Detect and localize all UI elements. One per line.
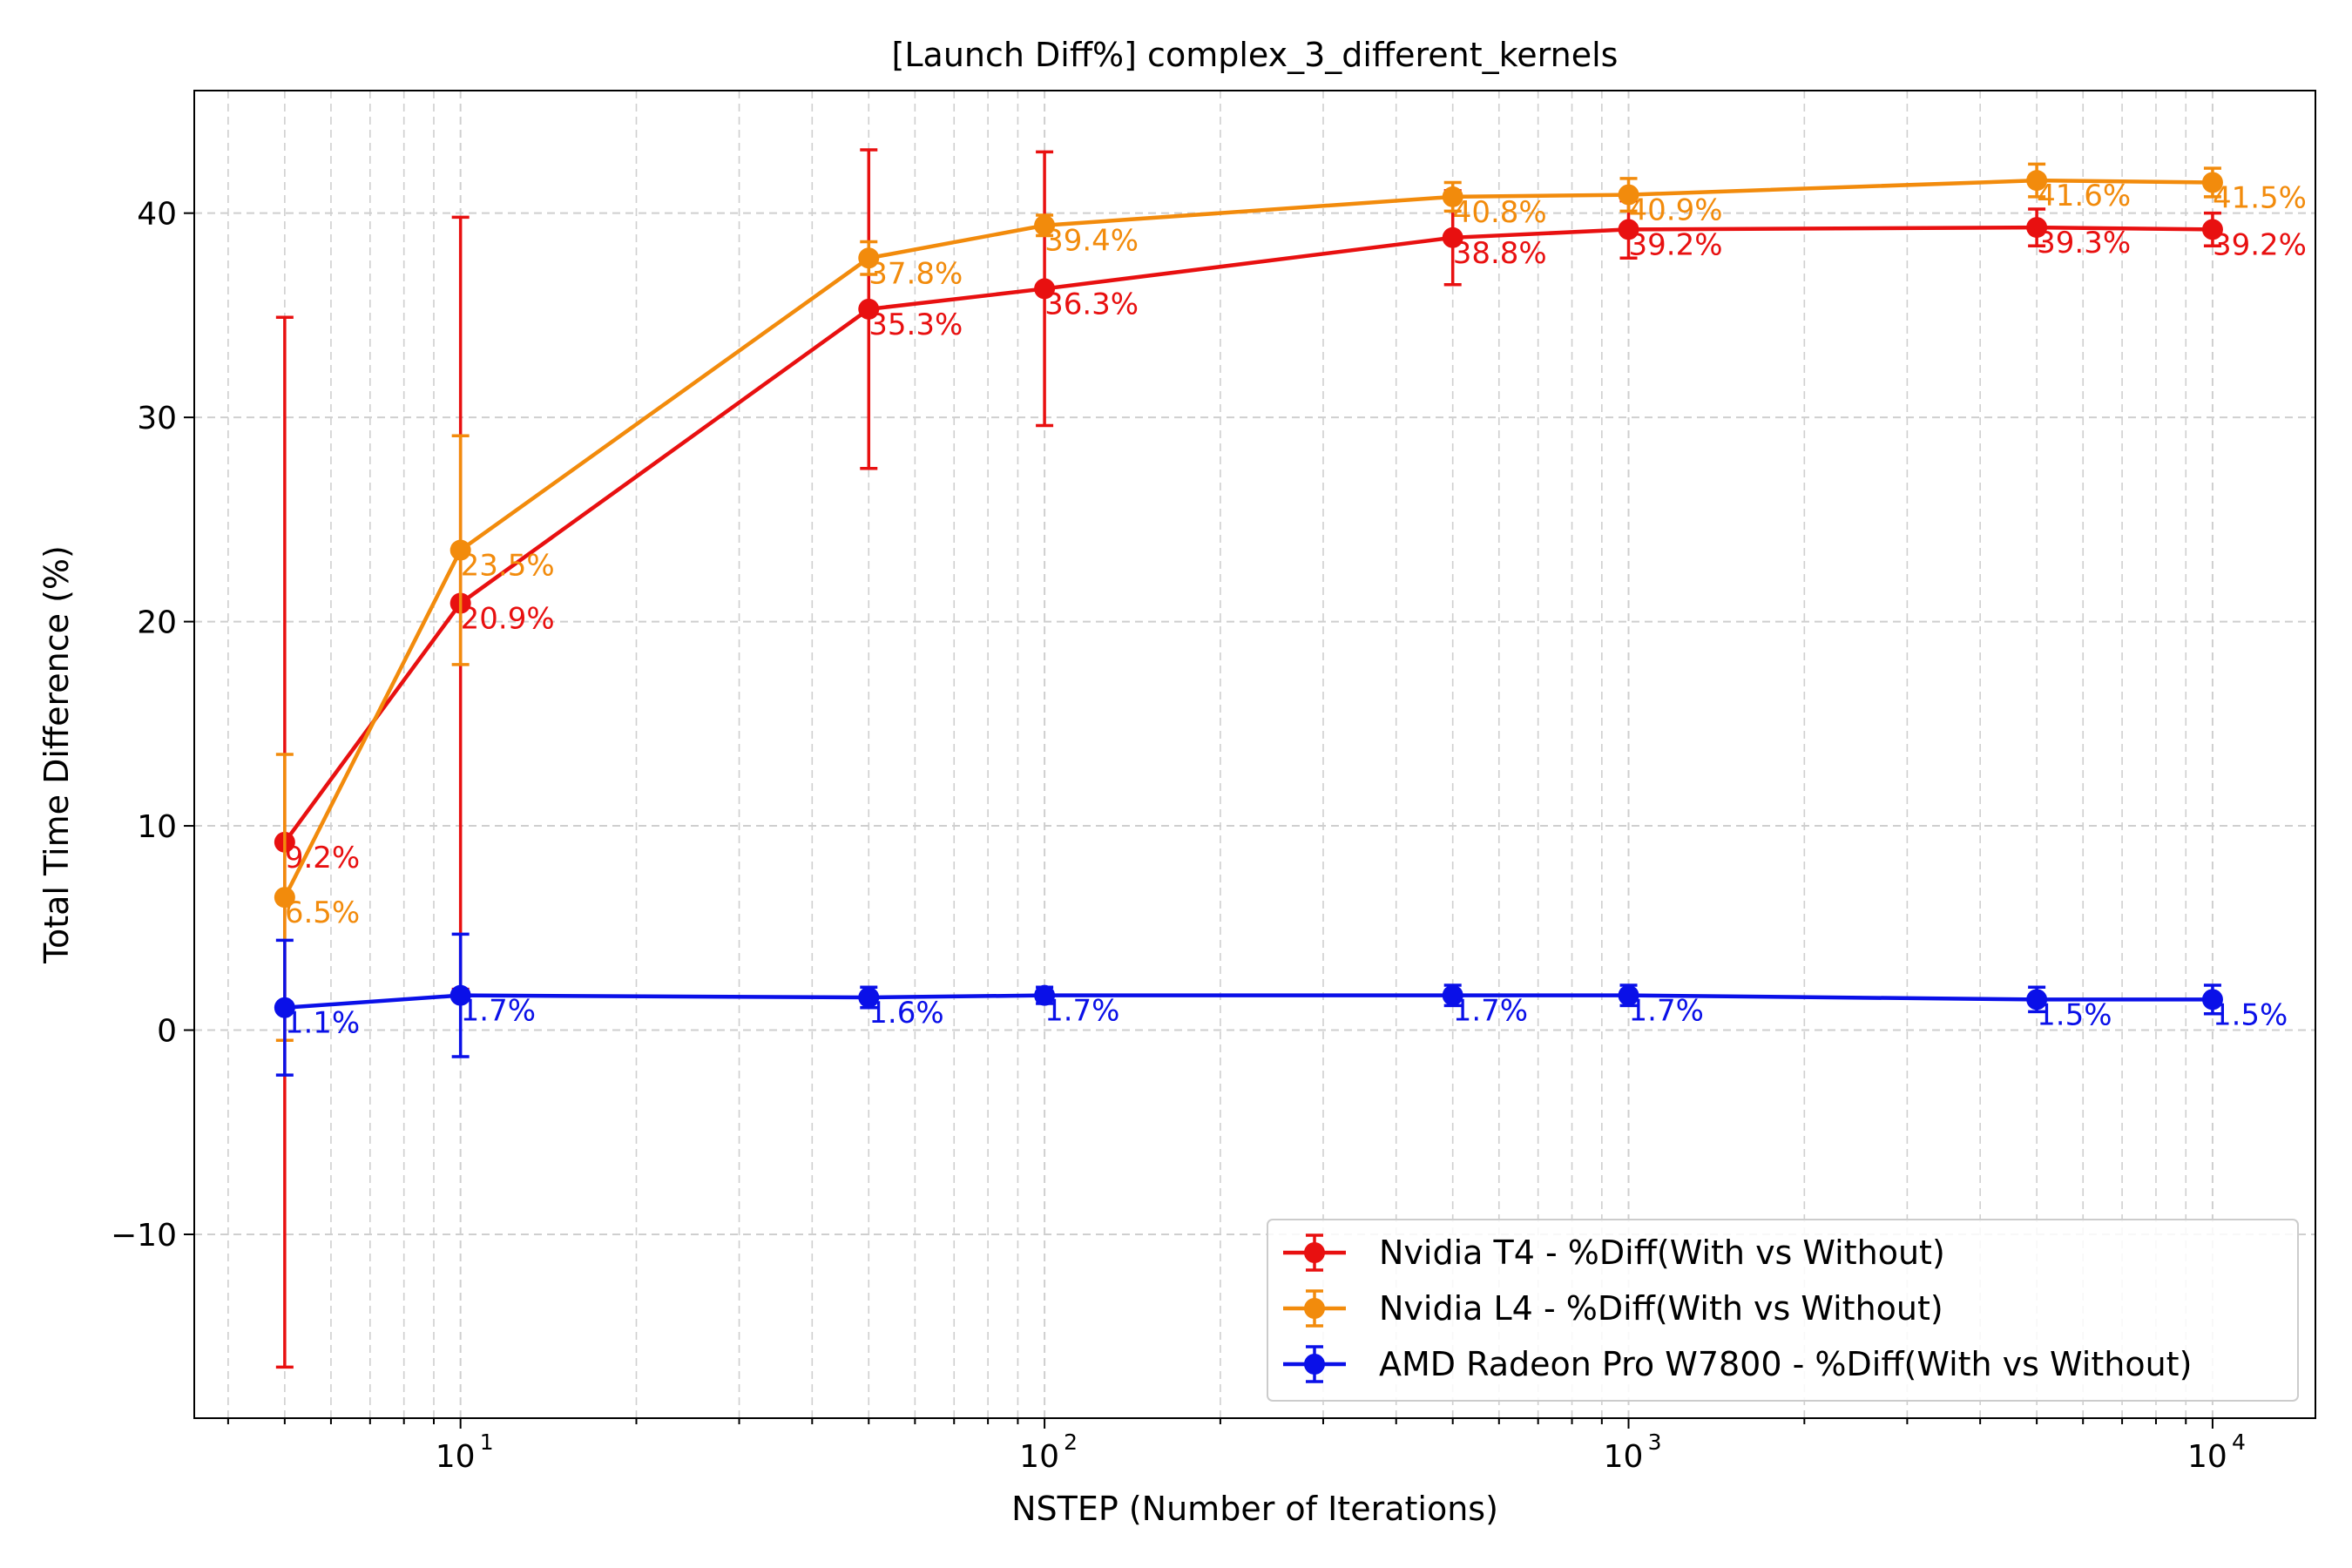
data-point — [1034, 214, 1056, 236]
legend: Nvidia T4 - %Diff(With vs Without) Nvidia… — [1267, 1219, 2299, 1402]
data-point — [1618, 219, 1639, 240]
legend-label: AMD Radeon Pro W7800 - %Diff(With vs Wit… — [1379, 1345, 2192, 1383]
data-label: 6.5% — [285, 896, 360, 930]
chart-title: [Launch Diff%] complex_3_different_kerne… — [892, 36, 1619, 74]
data-label: 39.3% — [2037, 226, 2131, 260]
legend-marker — [1304, 1298, 1325, 1319]
data-label: 1.7% — [1044, 994, 1119, 1029]
data-label: 41.6% — [2037, 179, 2131, 213]
data-point — [1618, 184, 1639, 206]
data-label: 1.7% — [1453, 994, 1528, 1029]
data-label: 1.7% — [1629, 994, 1704, 1029]
y-tick-label: 30 — [137, 401, 177, 436]
data-label: 23.5% — [461, 549, 555, 584]
data-point — [449, 539, 471, 561]
data-label: 1.1% — [285, 1006, 360, 1041]
data-point — [449, 984, 471, 1006]
x-tick-label: 10 — [1604, 1439, 1644, 1475]
data-point — [1034, 278, 1056, 300]
x-tick-label-exponent: 2 — [1064, 1429, 1078, 1455]
data-point — [2201, 172, 2223, 193]
x-tick-label-exponent: 3 — [1648, 1429, 1662, 1455]
legend-item-1: Nvidia L4 - %Diff(With vs Without) — [1283, 1289, 1943, 1328]
data-point — [1442, 984, 1463, 1006]
legend-marker — [1304, 1242, 1325, 1263]
data-label: 39.4% — [1044, 224, 1139, 259]
data-point — [274, 887, 295, 909]
y-axis-label: Total Time Difference (%) — [37, 545, 76, 964]
legend-item-0: Nvidia T4 - %Diff(With vs Without) — [1283, 1233, 1945, 1272]
data-point — [858, 987, 880, 1009]
series-line — [283, 225, 2213, 844]
data-point — [2201, 989, 2223, 1010]
data-label: 40.8% — [1453, 195, 1547, 230]
data-label: 1.5% — [2037, 997, 2112, 1032]
series-line — [284, 993, 2213, 1010]
data-point — [1442, 226, 1463, 248]
data-label: 1.5% — [2213, 997, 2288, 1032]
data-label: 39.2% — [2213, 227, 2307, 262]
data-point — [1618, 984, 1639, 1006]
data-label: 36.3% — [1044, 287, 1139, 321]
y-tick-label: 20 — [137, 605, 177, 641]
legend-label: Nvidia T4 - %Diff(With vs Without) — [1379, 1233, 1945, 1272]
data-label: 35.3% — [868, 308, 963, 342]
legend-frame — [1267, 1219, 2299, 1402]
y-tick-label: 10 — [137, 809, 177, 845]
y-tick-label: −10 — [111, 1218, 177, 1254]
data-point — [1442, 186, 1463, 207]
series-0: 9.2% 20.9% 35.3% 36.3% 38.8% 39.2% 39.3% 39.2% — [274, 148, 2307, 1369]
data-label: 38.8% — [1453, 236, 1547, 271]
data-label: 1.6% — [868, 996, 943, 1031]
plot-frame — [193, 90, 2316, 1419]
data-point — [2026, 989, 2048, 1010]
series-1: 6.5% 23.5% 37.8% 39.4% 40.8% 40.9% 41.6% 41.5% — [274, 162, 2307, 1042]
data-point — [858, 247, 880, 269]
data-point — [2201, 219, 2223, 240]
series-line — [282, 178, 2213, 899]
data-label: 20.9% — [461, 601, 555, 636]
legend-label: Nvidia L4 - %Diff(With vs Without) — [1379, 1289, 1943, 1328]
data-label: 39.2% — [1629, 227, 1723, 262]
data-label: 37.8% — [868, 256, 963, 291]
x-tick-label-exponent: 1 — [480, 1429, 494, 1455]
series-2: 1.1% 1.7% 1.6% 1.7% 1.7% 1.7% 1.5% 1.5% — [274, 932, 2288, 1077]
x-tick-label: 10 — [2187, 1439, 2227, 1475]
data-label: 1.7% — [461, 994, 536, 1029]
x-tick-label-exponent: 4 — [2232, 1429, 2246, 1455]
legend-item-2: AMD Radeon Pro W7800 - %Diff(With vs Wit… — [1283, 1345, 2192, 1383]
series-layer: 9.2%20.9%35.3%36.3%38.8% 39.2% 39.3% 39.2%6… — [274, 148, 2307, 1369]
data-point — [1034, 984, 1056, 1006]
data-label: 40.9% — [1629, 193, 1723, 228]
data-label: 41.5% — [2213, 181, 2307, 216]
y-tick-label: 0 — [157, 1014, 177, 1050]
grid — [194, 91, 2315, 1418]
x-tick-label: 10 — [436, 1439, 476, 1475]
x-axis-label: NSTEP (Number of Iterations) — [1011, 1490, 1498, 1528]
data-point — [2026, 170, 2048, 192]
data-point — [274, 997, 295, 1018]
x-tick-label: 10 — [1019, 1439, 1059, 1475]
y-tick-label: 40 — [137, 197, 177, 233]
legend-marker — [1304, 1354, 1325, 1375]
data-label: 9.2% — [285, 841, 360, 875]
data-point — [858, 298, 880, 320]
data-point — [2026, 217, 2048, 239]
